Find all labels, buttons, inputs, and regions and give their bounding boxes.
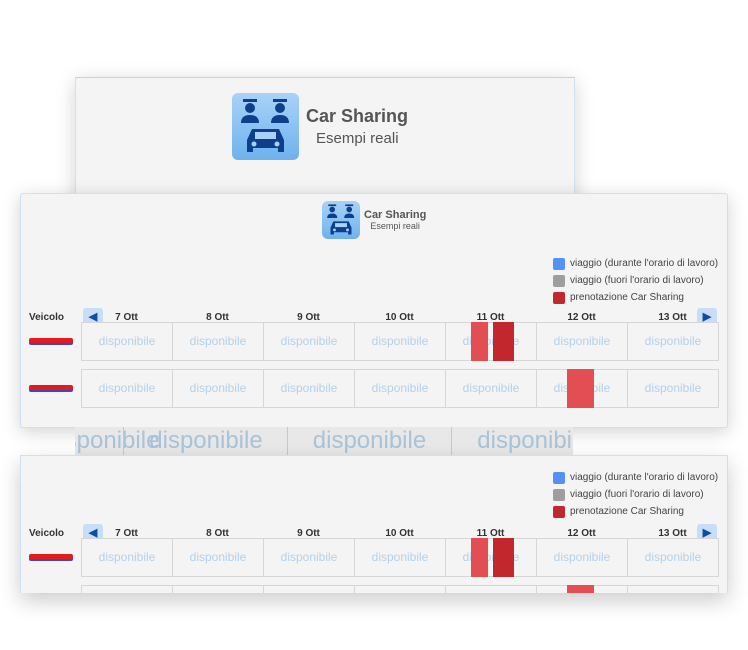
legend-label: viaggio (fuori l'orario di lavoro) xyxy=(570,489,704,500)
day-label: 9 Ott xyxy=(297,528,320,539)
booking-block[interactable] xyxy=(493,322,515,361)
availability-cell[interactable]: disponibile xyxy=(627,538,719,577)
legend-item: viaggio (durante l'orario di lavoro) xyxy=(553,469,718,486)
availability-cell[interactable]: disponibile xyxy=(445,322,537,361)
availability-cell[interactable]: disponibile xyxy=(263,369,355,408)
legend-swatch xyxy=(553,291,565,304)
availability-cell[interactable]: disponibile xyxy=(354,585,446,593)
day-label: 11 Ott xyxy=(476,312,505,323)
availability-cell[interactable]: disponibile xyxy=(263,585,355,593)
day-label: 7 Ott xyxy=(115,312,138,323)
booking-block[interactable] xyxy=(566,369,595,408)
availability-cell[interactable]: disponibile xyxy=(263,538,355,577)
legend-label: prenotazione Car Sharing xyxy=(570,506,684,517)
legend-label: viaggio (fuori l'orario di lavoro) xyxy=(570,275,704,286)
availability-cell[interactable]: disponibile xyxy=(172,369,264,408)
availability-cell[interactable]: disponibile xyxy=(627,585,719,593)
legend-label: viaggio (durante l'orario di lavoro) xyxy=(570,472,719,483)
next-week-button[interactable]: ▶ xyxy=(697,308,717,326)
legend: viaggio (durante l'orario di lavoro) viag… xyxy=(553,255,718,306)
arrow-left-icon: ◀ xyxy=(88,311,98,323)
legend-item: viaggio (fuori l'orario di lavoro) xyxy=(553,272,718,289)
availability-cell[interactable]: disponibile xyxy=(354,322,446,361)
zoomed-cell: disponibile xyxy=(75,427,159,455)
availability-cell[interactable]: disponibile xyxy=(354,538,446,577)
scheduler-card: Car Sharing Esempi reali viaggio (durant… xyxy=(20,193,728,428)
availability-cell[interactable]: disponibile xyxy=(536,538,628,577)
availability-cell[interactable]: disponibile xyxy=(172,538,264,577)
availability-cell[interactable]: disponibile xyxy=(172,322,264,361)
app-subtitle: Esempi reali xyxy=(370,221,420,231)
availability-cell[interactable]: disponibile xyxy=(627,369,719,408)
legend-item: prenotazione Car Sharing xyxy=(553,503,718,520)
zoomed-cell: disponibile xyxy=(123,427,288,455)
zoomed-cell: disponibile xyxy=(287,427,451,455)
arrow-right-icon: ▶ xyxy=(702,527,712,539)
day-label: 10 Ott xyxy=(385,312,414,323)
booking-block[interactable] xyxy=(493,538,515,577)
scheduler-header: Veicolo ◀ 7 Ott 8 Ott 9 Ott 10 Ott 11 Ott 12 Ot… xyxy=(21,524,727,544)
availability-cell[interactable]: disponibile xyxy=(81,538,173,577)
arrow-left-icon: ◀ xyxy=(88,527,98,539)
availability-cell[interactable]: disponibile xyxy=(172,585,264,593)
booking-block[interactable] xyxy=(566,585,595,593)
legend-swatch xyxy=(553,505,565,518)
availability-cell[interactable]: disponibile xyxy=(263,322,355,361)
zoomed-strip: disponibile disponibile disponibile disp… xyxy=(75,427,573,455)
availability-cell[interactable]: disponibile xyxy=(81,322,173,361)
legend-swatch xyxy=(553,274,565,287)
day-label: 9 Ott xyxy=(297,312,320,323)
vehicle-column-label: Veicolo xyxy=(29,312,65,323)
availability-cell[interactable]: disponibile xyxy=(627,322,719,361)
day-label: 13 Ott xyxy=(658,528,687,539)
legend-swatch xyxy=(553,471,565,484)
redacted-plate xyxy=(29,338,73,343)
zoomed-cell: disponibile xyxy=(451,427,573,455)
legend-item: viaggio (durante l'orario di lavoro) xyxy=(553,255,718,272)
scheduler-header: Veicolo ◀ 7 Ott 8 Ott 9 Ott 10 Ott 11 Ott 12 Ot… xyxy=(21,308,727,328)
next-week-button[interactable]: ▶ xyxy=(697,524,717,542)
redacted-plate xyxy=(29,385,73,390)
day-label: 8 Ott xyxy=(206,312,229,323)
vehicle-column-label: Veicolo xyxy=(29,528,65,539)
booking-block[interactable] xyxy=(471,322,488,361)
day-label: 10 Ott xyxy=(385,528,414,539)
previous-week-button[interactable]: ◀ xyxy=(83,524,103,542)
legend-swatch xyxy=(553,488,565,501)
legend-item: prenotazione Car Sharing xyxy=(553,289,718,306)
day-label: 8 Ott xyxy=(206,528,229,539)
availability-cell[interactable]: disponibile xyxy=(445,585,537,593)
availability-cell[interactable]: disponibile xyxy=(81,369,173,408)
availability-cell[interactable]: disponibile xyxy=(536,322,628,361)
scheduler-card-detail: viaggio (durante l'orario di lavoro) viag… xyxy=(20,455,728,593)
previous-week-button[interactable]: ◀ xyxy=(83,308,103,326)
legend-item: viaggio (fuori l'orario di lavoro) xyxy=(553,486,718,503)
background-card: Car Sharing Esempi reali xyxy=(75,77,575,209)
app-title: Car Sharing xyxy=(306,106,409,126)
vehicle-row: disponibiledisponibiledisponibiledisponi… xyxy=(21,585,727,593)
legend-swatch xyxy=(553,257,565,270)
availability-cell[interactable]: disponibile xyxy=(81,585,173,593)
availability-cell[interactable]: disponibile xyxy=(445,538,537,577)
arrow-right-icon: ▶ xyxy=(702,311,712,323)
car-sharing-app-icon xyxy=(322,201,360,239)
legend-label: prenotazione Car Sharing xyxy=(570,292,684,303)
day-label: 13 Ott xyxy=(658,312,687,323)
day-label: 12 Ott xyxy=(567,528,596,539)
day-label: 11 Ott xyxy=(476,528,505,539)
legend-label: viaggio (durante l'orario di lavoro) xyxy=(570,258,719,269)
redacted-plate xyxy=(29,554,73,559)
app-subtitle: Esempi reali xyxy=(316,130,399,147)
day-label: 7 Ott xyxy=(115,528,138,539)
app-title: Car Sharing xyxy=(364,209,427,221)
booking-block[interactable] xyxy=(471,538,488,577)
legend: viaggio (durante l'orario di lavoro) viag… xyxy=(553,469,718,520)
availability-cell[interactable]: disponibile xyxy=(354,369,446,408)
car-sharing-app-icon xyxy=(232,93,299,160)
day-label: 12 Ott xyxy=(567,312,596,323)
availability-cell[interactable]: disponibile xyxy=(445,369,537,408)
